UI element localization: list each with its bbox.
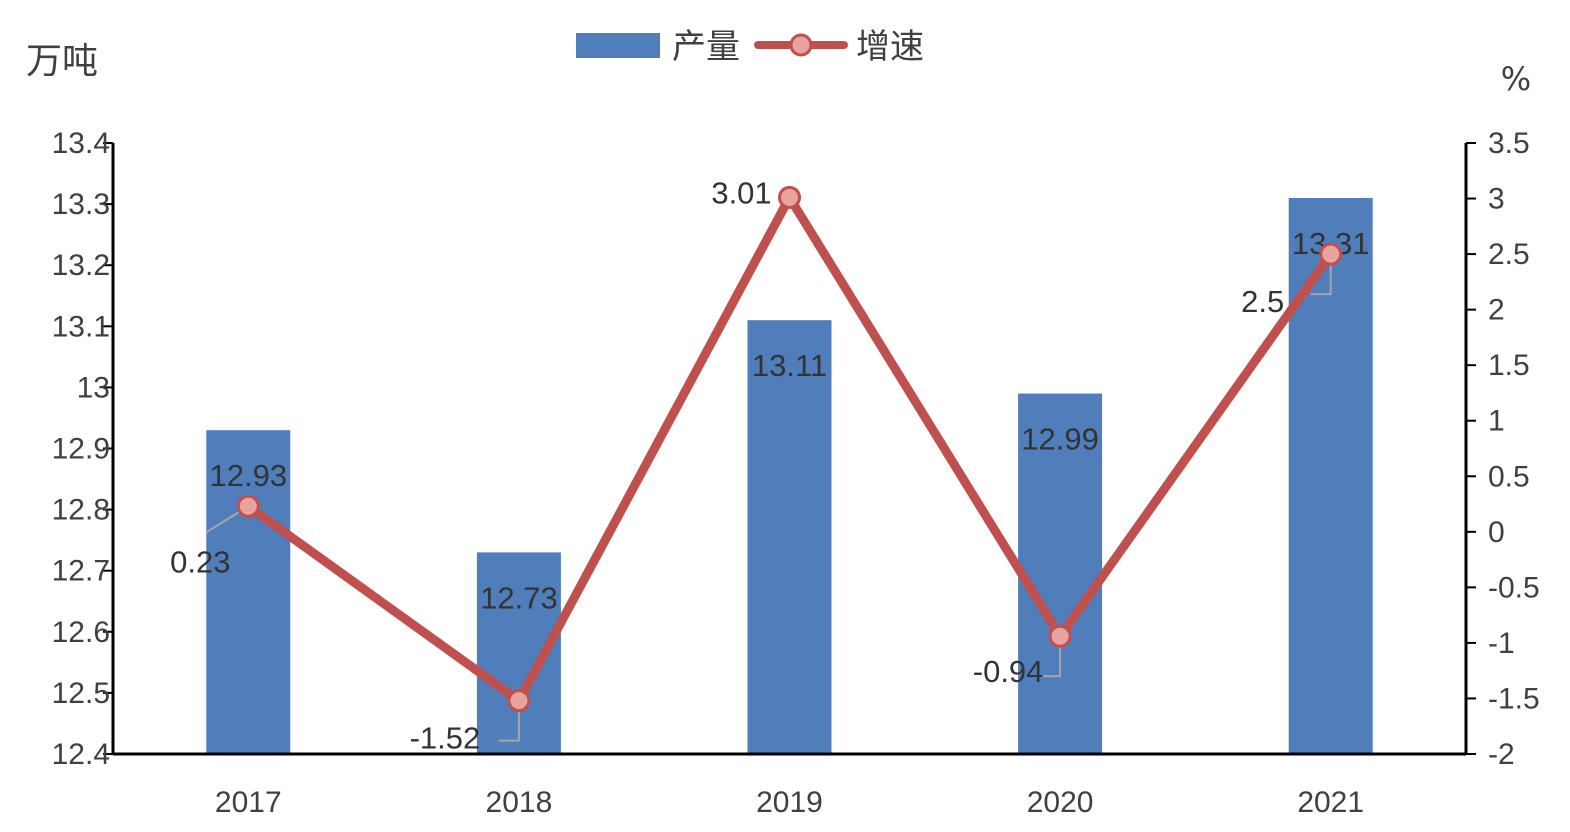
left-tick-label: 13 — [77, 371, 110, 404]
left-axis-unit: 万吨 — [26, 41, 98, 82]
line-value-label: 3.01 — [711, 175, 771, 210]
leader-line — [1310, 254, 1332, 296]
legend: 产量 增速 — [576, 27, 924, 67]
right-tick-label: -0.5 — [1488, 571, 1540, 604]
line-data-labels: 0.23 -1.52 3.01 -0.94 2.5 — [170, 175, 1284, 755]
bar — [747, 320, 832, 754]
right-tick-label: -1 — [1488, 627, 1515, 660]
left-tick-label: 12.9 — [52, 433, 110, 466]
line-markers — [236, 185, 1343, 713]
right-axis-ticks: -2 -1.5 -1 -0.5 0 0.5 1 1.5 2 2.5 3 3.5 — [1466, 127, 1540, 771]
left-tick-label: 12.6 — [52, 616, 110, 649]
right-tick-label: 0 — [1488, 516, 1505, 549]
right-tick-label: 0.5 — [1488, 460, 1530, 493]
line-marker — [1048, 624, 1072, 648]
right-axis-unit: % — [1501, 60, 1531, 98]
x-tick-label: 2021 — [1297, 786, 1364, 819]
right-tick-label: -1.5 — [1488, 682, 1540, 715]
line-value-label: -1.52 — [410, 721, 481, 756]
left-tick-label: 12.4 — [52, 738, 110, 771]
left-tick-label: 13.2 — [52, 249, 110, 282]
bar-value-label: 12.73 — [480, 580, 558, 615]
legend-swatch-growth-marker — [789, 33, 813, 57]
bar — [206, 430, 291, 754]
left-tick-label: 12.8 — [52, 494, 110, 527]
left-tick-label: 12.7 — [52, 555, 110, 588]
right-tick-label: 1 — [1488, 405, 1505, 438]
line-marker — [507, 689, 531, 713]
line-value-label: -0.94 — [973, 654, 1044, 689]
left-tick-label: 12.5 — [52, 677, 110, 710]
legend-label-growth: 增速 — [856, 27, 924, 67]
left-tick-label: 13.1 — [52, 310, 110, 343]
right-tick-label: -2 — [1488, 738, 1515, 771]
bar-series-production — [206, 197, 1373, 755]
left-axis-ticks: 12.4 12.5 12.6 12.7 12.8 12.9 13 13.1 13.2 13.3 13… — [52, 127, 113, 771]
x-tick-label: 2017 — [215, 786, 282, 819]
line-marker — [1319, 242, 1343, 266]
leader-line — [498, 700, 520, 742]
leader-line — [1040, 636, 1062, 678]
bar-value-label: 12.93 — [210, 458, 288, 493]
right-tick-label: 2 — [1488, 294, 1505, 327]
line-value-label: 0.23 — [170, 544, 230, 579]
right-tick-label: 3.5 — [1488, 127, 1530, 160]
left-tick-label: 13.4 — [52, 127, 110, 160]
line-marker — [778, 185, 801, 209]
left-tick-label: 13.3 — [52, 188, 110, 221]
right-tick-label: 1.5 — [1488, 349, 1530, 382]
right-tick-label: 3 — [1488, 183, 1505, 216]
x-tick-label: 2020 — [1027, 786, 1094, 819]
x-axis-ticks: 2017 2018 2019 2020 2021 — [215, 786, 1364, 819]
bar-value-label: 13.11 — [752, 348, 827, 383]
legend-label-production: 产量 — [672, 27, 740, 67]
legend-swatch-production — [576, 33, 660, 58]
x-tick-label: 2019 — [756, 786, 823, 819]
line-marker — [236, 494, 260, 518]
bar — [1018, 393, 1103, 754]
right-tick-label: 2.5 — [1488, 238, 1530, 271]
x-tick-label: 2018 — [486, 786, 553, 819]
line-value-label: 2.5 — [1241, 284, 1284, 319]
bar-value-label: 12.99 — [1021, 422, 1099, 457]
